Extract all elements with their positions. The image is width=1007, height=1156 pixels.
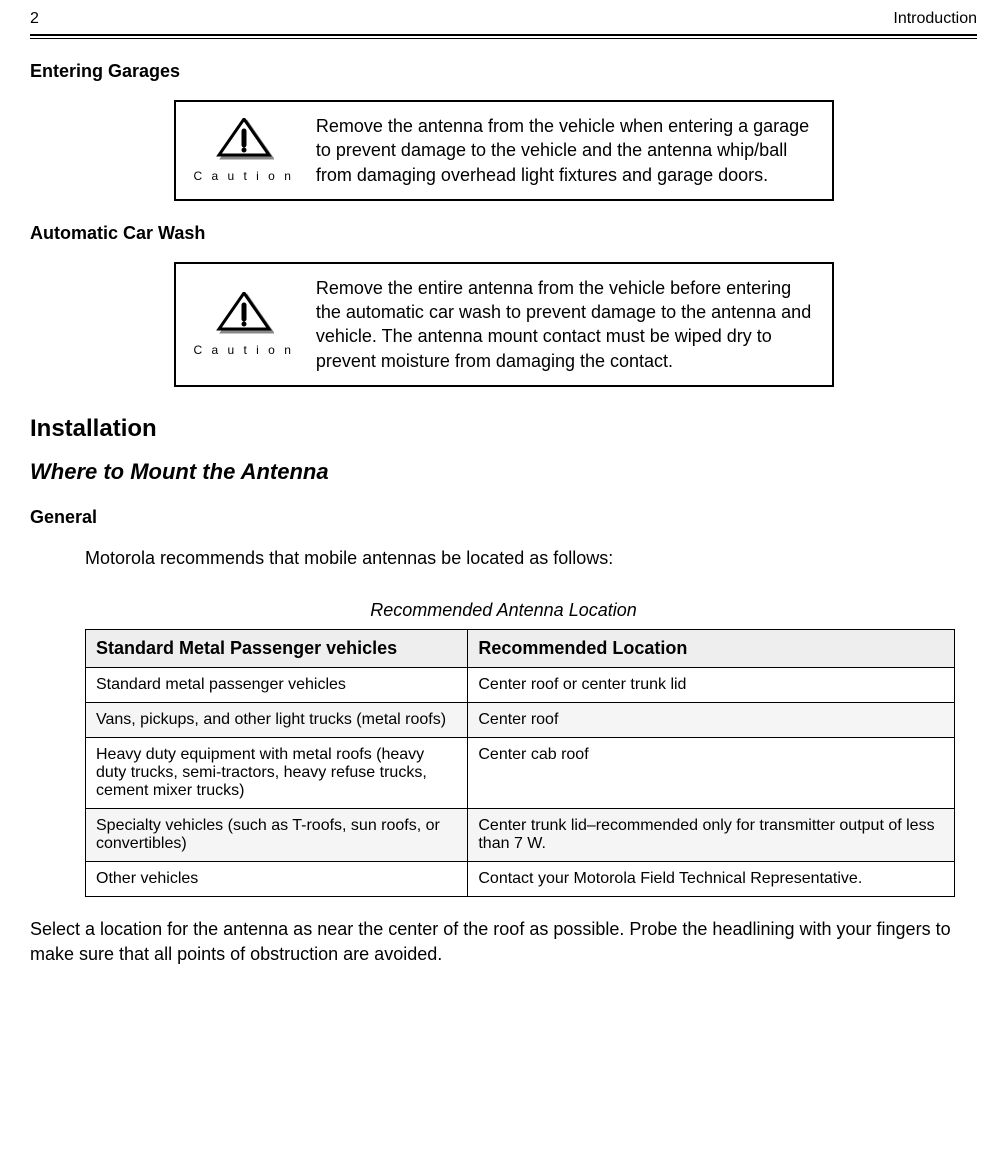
caution-text-garages: Remove the antenna from the vehicle when… [316,114,814,187]
table-caption: Recommended Antenna Location [30,600,977,621]
caution-label: C a u t i o n [194,343,294,357]
caution-triangle-icon [214,292,274,336]
caution-box-carwash: C a u t i o n Remove the entire antenna … [174,262,834,387]
closing-text: Select a location for the antenna as nea… [30,917,977,966]
heading-automatic-car-wash: Automatic Car Wash [30,223,977,244]
table-cell-location: Contact your Motorola Field Technical Re… [468,862,955,897]
table-row: Specialty vehicles (such as T-roofs, sun… [86,809,955,862]
location-table: Standard Metal Passenger vehicles Recomm… [85,629,955,897]
table-row: Other vehiclesContact your Motorola Fiel… [86,862,955,897]
table-cell-vehicle: Specialty vehicles (such as T-roofs, sun… [86,809,468,862]
header-rule-thin [30,38,977,39]
caution-label: C a u t i o n [194,169,294,183]
general-intro-text: Motorola recommends that mobile antennas… [85,546,977,570]
table-cell-location: Center trunk lid–recommended only for tr… [468,809,955,862]
page: 2 Introduction Entering Garages C a u t … [0,0,1007,1156]
table-cell-vehicle: Other vehicles [86,862,468,897]
page-number: 2 [30,10,39,28]
page-header: 2 Introduction [30,10,977,32]
header-rule-thick [30,34,977,36]
caution-box-garages: C a u t i o n Remove the antenna from th… [174,100,834,201]
table-header-col1: Standard Metal Passenger vehicles [86,630,468,668]
table-header-row: Standard Metal Passenger vehicles Recomm… [86,630,955,668]
heading-installation: Installation [30,415,977,443]
table-cell-vehicle: Standard metal passenger vehicles [86,668,468,703]
heading-general: General [30,507,977,528]
table-cell-location: Center roof [468,703,955,738]
caution-icon-wrap: C a u t i o n [194,118,294,183]
table-row: Heavy duty equipment with metal roofs (h… [86,738,955,809]
heading-where-to-mount: Where to Mount the Antenna [30,459,977,485]
caution-icon-wrap: C a u t i o n [194,292,294,357]
caution-text-carwash: Remove the entire antenna from the vehic… [316,276,814,373]
caution-triangle-icon [214,118,274,162]
table-row: Vans, pickups, and other light trucks (m… [86,703,955,738]
page-section: Introduction [893,10,977,28]
table-cell-location: Center cab roof [468,738,955,809]
table-cell-vehicle: Heavy duty equipment with metal roofs (h… [86,738,468,809]
table-row: Standard metal passenger vehiclesCenter … [86,668,955,703]
table-body: Standard metal passenger vehiclesCenter … [86,668,955,897]
table-header-col2: Recommended Location [468,630,955,668]
heading-entering-garages: Entering Garages [30,61,977,82]
table-cell-vehicle: Vans, pickups, and other light trucks (m… [86,703,468,738]
table-cell-location: Center roof or center trunk lid [468,668,955,703]
